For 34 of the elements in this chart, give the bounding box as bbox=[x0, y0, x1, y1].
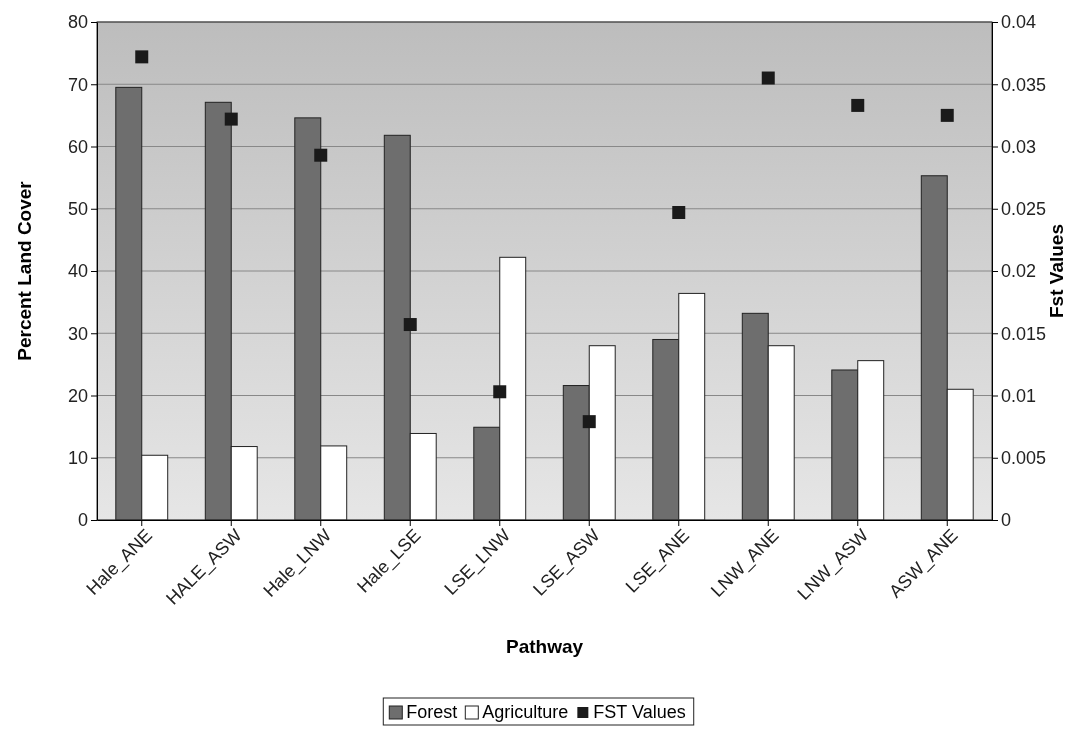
y-tick-label: 20 bbox=[67, 385, 88, 406]
point bbox=[314, 148, 328, 162]
point bbox=[851, 98, 865, 112]
y2-tick-label: 0.025 bbox=[1001, 199, 1047, 220]
legend-label: Agriculture bbox=[482, 702, 569, 722]
y-tick-label: 40 bbox=[67, 261, 88, 282]
x-axis-title: Pathway bbox=[505, 636, 584, 657]
y-tick-label: 30 bbox=[67, 323, 88, 344]
legend-label: FST Values bbox=[593, 702, 686, 722]
y2-axis-title: Fst Values bbox=[1046, 224, 1067, 318]
legend-label: Forest bbox=[406, 702, 458, 722]
y2-tick-label: 0.01 bbox=[1001, 385, 1037, 406]
y-tick-label: 10 bbox=[67, 448, 88, 469]
y2-tick-label: 0.005 bbox=[1001, 448, 1047, 469]
y2-tick-label: 0 bbox=[1001, 510, 1012, 531]
point bbox=[493, 385, 507, 399]
y2-tick-label: 0.04 bbox=[1001, 12, 1037, 33]
point bbox=[672, 205, 686, 219]
y-tick-label: 0 bbox=[77, 510, 88, 531]
y2-tick-label: 0.02 bbox=[1001, 261, 1037, 282]
point bbox=[940, 108, 954, 122]
y-tick-label: 50 bbox=[67, 199, 88, 220]
point bbox=[224, 112, 238, 126]
y-tick-label: 70 bbox=[67, 74, 88, 95]
point bbox=[403, 318, 417, 332]
y2-tick-label: 0.015 bbox=[1001, 323, 1047, 344]
y2-tick-label: 0.035 bbox=[1001, 74, 1047, 95]
y2-tick-label: 0.03 bbox=[1001, 136, 1037, 157]
y-tick-label: 80 bbox=[67, 12, 88, 33]
y-tick-label: 60 bbox=[67, 136, 88, 157]
point bbox=[135, 50, 149, 64]
y-axis-title: Percent Land Cover bbox=[14, 180, 35, 361]
point bbox=[582, 415, 596, 429]
point bbox=[761, 71, 775, 85]
